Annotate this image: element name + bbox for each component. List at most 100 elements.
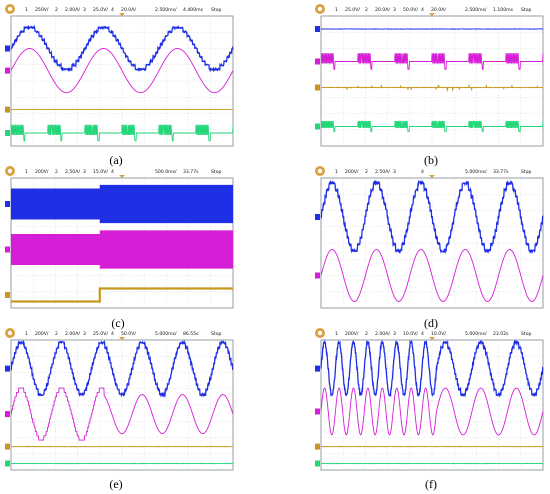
scope-header-field: 2 — [55, 7, 58, 13]
channel-3-marker — [5, 292, 10, 298]
caption-f: (f) — [425, 477, 437, 491]
scope-grid — [11, 16, 233, 146]
channel-4-marker — [315, 460, 320, 467]
caption-d: (d) — [424, 316, 438, 330]
channel-3-marker — [5, 443, 10, 450]
trace-channel-2 — [320, 387, 544, 436]
trace-channel-1 — [320, 339, 544, 398]
scope-header-field: 1 — [25, 7, 28, 13]
scope-grid — [11, 340, 233, 470]
channel-1-marker — [315, 26, 320, 32]
scope-header-field: 4 — [421, 331, 424, 337]
trigger-marker-icon — [429, 175, 435, 178]
scope-header-field: 20.0A/ — [375, 7, 390, 13]
oscilloscope-screen-d: 1 200V/2 2.50A/3 4 5.000ms/33.77s Stop — [315, 166, 544, 309]
channel-1-marker — [5, 201, 10, 207]
trace-channel-2 — [320, 53, 544, 70]
trace-channel-2 — [320, 249, 544, 302]
scope-header-field: 4 — [111, 331, 114, 337]
scope-header-field: 25.0V/ — [93, 331, 108, 337]
oscilloscope-screen-f: 1 200V/2 2.00A/3 10.0V/4 10.0V/5.000ms/23.02… — [315, 328, 544, 471]
trace-channel-2 — [10, 387, 234, 441]
scope-header-field: 15.0V/ — [93, 169, 108, 175]
scope-header-field: 1.100ms — [493, 7, 514, 13]
scope-logo-core-icon — [7, 330, 13, 336]
trigger-marker-icon — [429, 13, 435, 16]
channel-2-marker — [315, 58, 320, 65]
oscilloscope-screen-e: 1 200V/2 2.00A/3 25.0V/4 50.0V/5.000ms/86.55… — [5, 328, 234, 471]
oscilloscope-screen-a: 1 250V/2 2.00A/3 25.0V/4 20.0A/2.500ms/4.400… — [5, 4, 234, 147]
scope-header-field: 25.0V/ — [93, 7, 108, 13]
scope-header-field: Stop — [521, 169, 532, 175]
scope-logo-core-icon — [317, 6, 323, 12]
scope-header-field: 1 — [335, 331, 338, 337]
scope-header-field: 86.55s — [183, 331, 199, 337]
scope-header-field: 1 — [25, 169, 28, 175]
scope-header-field: 1 — [335, 7, 338, 13]
scope-panel-c: 1 200V/2 2.50A/3 15.0V/4 500.0ms/33.77s Stop — [3, 164, 237, 312]
channel-3-marker — [5, 106, 10, 113]
scope-header-field: 10.0V/ — [403, 331, 418, 337]
scope-header-field: 4.400ms — [183, 7, 204, 13]
scope-header: 1 250V/2 2.00A/3 25.0V/4 20.0A/2.500ms/4.400… — [5, 4, 222, 14]
scope-header-field: 20.0A/ — [121, 7, 136, 13]
channel-2-marker — [5, 411, 10, 418]
scope-header-field: 2 — [365, 331, 368, 337]
channel-3-marker — [315, 84, 320, 91]
scope-header-field: 5.000ms/ — [465, 331, 487, 337]
scope-header-field: Stop — [211, 7, 222, 13]
trigger-marker-icon — [119, 13, 125, 16]
scope-header-field: 4 — [421, 7, 424, 13]
trace-channel-2 — [11, 230, 233, 269]
scope-panel-b: 1 25.0V/2 20.0A/3 50.0V/4 20.0A/2.500ms/1.10… — [313, 2, 547, 150]
scope-grid — [321, 16, 543, 146]
scope-header-field: 2.500ms/ — [465, 7, 487, 13]
scope-logo-core-icon — [7, 6, 13, 12]
scope-header-field: Stop — [521, 331, 532, 337]
trigger-marker-icon — [119, 175, 125, 178]
scope-header-field: 20.0A/ — [431, 7, 446, 13]
trace-channel-4 — [10, 124, 234, 142]
scope-header-field: 2.50A/ — [375, 169, 390, 175]
scope-header-field: 2.500ms/ — [155, 7, 177, 13]
scope-header-field: 3 — [83, 331, 86, 337]
channel-2-marker — [315, 272, 320, 279]
scope-panel-e: 1 200V/2 2.00A/3 25.0V/4 50.0V/5.000ms/86.55… — [3, 326, 237, 474]
trace-channel-4 — [320, 120, 544, 133]
trace-channel-1 — [10, 339, 234, 399]
scope-header-field: 25.0V/ — [345, 7, 360, 13]
scope-header-field: 50.0V/ — [403, 7, 418, 13]
scope-header: 1 200V/2 2.00A/3 25.0V/4 50.0V/5.000ms/86.55… — [5, 328, 222, 338]
scope-header-field: 1 — [25, 331, 28, 337]
channel-4-marker — [315, 123, 320, 130]
trigger-marker-icon — [429, 337, 435, 340]
trace-channel-3 — [11, 287, 233, 303]
scope-header-field: Stop — [521, 7, 532, 13]
caption-a: (a) — [109, 153, 123, 167]
scope-header-field: 50.0V/ — [121, 331, 136, 337]
scope-header-field: Stop — [211, 331, 222, 337]
scope-header-field: 200V/ — [345, 331, 359, 337]
channel-2-marker — [5, 67, 10, 74]
oscilloscope-screen-c: 1 200V/2 2.50A/3 15.0V/4 500.0ms/33.77s Stop — [5, 166, 234, 309]
trigger-marker-icon — [119, 337, 125, 340]
scope-header-field: 2.00A/ — [65, 331, 80, 337]
caption-b: (b) — [424, 153, 438, 167]
scope-header-field: 3 — [393, 331, 396, 337]
scope-header: 1 25.0V/2 20.0A/3 50.0V/4 20.0A/2.500ms/1.10… — [315, 4, 532, 14]
scope-header-field: 4 — [111, 169, 114, 175]
scope-header-field: 10.0V/ — [431, 331, 446, 337]
scope-header-field: 5.000ms/ — [155, 331, 177, 337]
channel-4-marker — [5, 460, 10, 467]
scope-logo-core-icon — [317, 330, 323, 336]
scope-panel-d: 1 200V/2 2.50A/3 4 5.000ms/33.77s Stop — [313, 164, 547, 312]
channel-1-marker — [315, 214, 320, 220]
scope-header-field: 4 — [111, 7, 114, 13]
channel-4-marker — [5, 130, 10, 136]
scope-header-field: 33.77s — [183, 169, 199, 175]
scope-header-field: 2 — [55, 169, 58, 175]
scope-header-field: 3 — [393, 169, 396, 175]
channel-1-marker — [5, 365, 10, 372]
scope-header-field: 2.00A/ — [375, 331, 390, 337]
trace-channel-1 — [320, 179, 544, 255]
